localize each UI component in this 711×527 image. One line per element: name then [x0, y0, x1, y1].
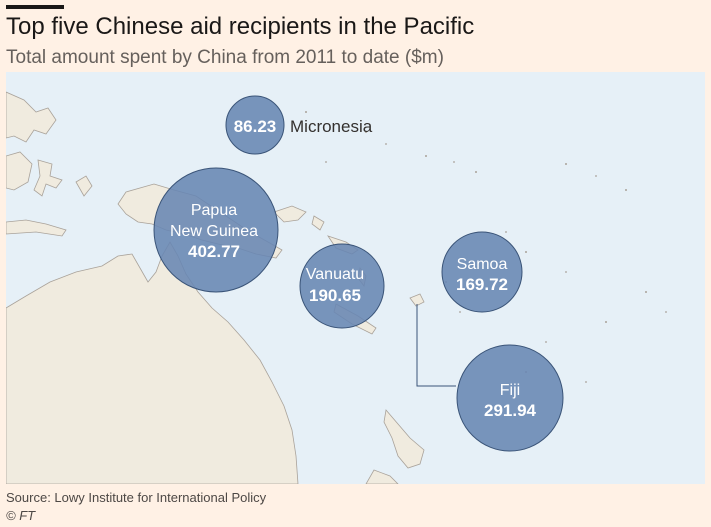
- fiji-name: Fiji: [500, 382, 520, 399]
- bubble-fiji: [456, 344, 564, 452]
- land-timor: [6, 219, 67, 237]
- fiji-leader-line: [416, 304, 456, 387]
- land-philippines: [6, 91, 57, 143]
- vanuatu-value: 190.65: [309, 286, 361, 305]
- png-value: 402.77: [188, 242, 240, 261]
- bubble-vanuatu: [299, 243, 385, 329]
- bubble-papua-new-guinea: [153, 167, 279, 293]
- land-fiji: [409, 293, 425, 307]
- bubbles: [153, 95, 564, 452]
- ft-accent-bar: [6, 5, 64, 9]
- chart-title: Top five Chinese aid recipients in the P…: [6, 13, 475, 40]
- micronesia-value: 86.23: [234, 117, 277, 136]
- land-bougainville: [311, 215, 325, 231]
- land-moluccas: [75, 175, 93, 197]
- fiji-value: 291.94: [484, 401, 537, 420]
- png-name-line2: New Guinea: [170, 223, 258, 240]
- ft-credit: © FT: [6, 508, 36, 523]
- bubble-samoa: [441, 231, 523, 313]
- bubble-labels: 86.23 Micronesia Papua New Guinea 402.77…: [170, 117, 537, 420]
- source-note: Source: Lowy Institute for International…: [6, 490, 267, 505]
- map-area: 86.23 Micronesia Papua New Guinea 402.77…: [6, 72, 705, 484]
- micronesia-name: Micronesia: [290, 117, 373, 136]
- land-new-zealand-north: [383, 409, 425, 469]
- land-borneo: [6, 151, 33, 191]
- bubble-micronesia: [225, 95, 285, 155]
- land-new-britain: [273, 205, 307, 223]
- map-svg: 86.23 Micronesia Papua New Guinea 402.77…: [6, 72, 705, 484]
- chart-subtitle: Total amount spent by China from 2011 to…: [6, 47, 444, 68]
- samoa-name: Samoa: [457, 256, 508, 273]
- land-sulawesi: [33, 159, 63, 197]
- samoa-value: 169.72: [456, 275, 508, 294]
- png-name-line1: Papua: [191, 202, 237, 219]
- land-new-zealand-south: [365, 469, 399, 484]
- vanuatu-name: Vanuatu: [306, 266, 364, 283]
